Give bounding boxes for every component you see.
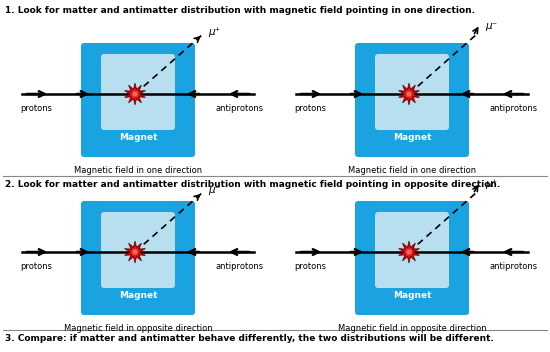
Polygon shape [130, 88, 140, 100]
Text: antiprotons: antiprotons [490, 104, 538, 113]
Text: Magnetic field in opposite direction: Magnetic field in opposite direction [64, 324, 212, 333]
Text: μ⁻: μ⁻ [208, 185, 220, 195]
Text: Magnetic field in opposite direction: Magnetic field in opposite direction [338, 324, 486, 333]
FancyBboxPatch shape [355, 43, 469, 157]
Polygon shape [130, 246, 140, 258]
Text: Magnet: Magnet [393, 133, 431, 143]
Text: Magnet: Magnet [393, 291, 431, 301]
FancyBboxPatch shape [101, 212, 175, 288]
Text: μ⁺: μ⁺ [208, 27, 220, 37]
Text: μ⁻: μ⁻ [485, 21, 497, 31]
Text: protons: protons [20, 262, 52, 271]
Text: antiprotons: antiprotons [490, 262, 538, 271]
FancyBboxPatch shape [355, 201, 469, 315]
Text: antiprotons: antiprotons [216, 262, 264, 271]
Text: 1. Look for matter and antimatter distribution with magnetic field pointing in o: 1. Look for matter and antimatter distri… [5, 6, 475, 15]
Polygon shape [404, 88, 414, 100]
Text: Magnetic field in one direction: Magnetic field in one direction [348, 166, 476, 175]
Polygon shape [404, 246, 414, 258]
Text: 2. Look for matter and antimatter distribution with magnetic field pointing in o: 2. Look for matter and antimatter distri… [5, 180, 500, 189]
FancyBboxPatch shape [81, 43, 195, 157]
FancyBboxPatch shape [375, 212, 449, 288]
Text: μ⁺: μ⁺ [485, 179, 497, 189]
Text: protons: protons [20, 104, 52, 113]
Polygon shape [124, 83, 145, 105]
Text: Magnetic field in one direction: Magnetic field in one direction [74, 166, 202, 175]
FancyBboxPatch shape [101, 54, 175, 130]
Text: Magnet: Magnet [119, 133, 157, 143]
Text: 3. Compare: if matter and antimatter behave differently, the two distributions w: 3. Compare: if matter and antimatter beh… [5, 334, 494, 343]
FancyBboxPatch shape [81, 201, 195, 315]
Polygon shape [399, 241, 420, 263]
FancyBboxPatch shape [375, 54, 449, 130]
Polygon shape [399, 83, 420, 105]
Polygon shape [124, 241, 145, 263]
Text: protons: protons [294, 262, 326, 271]
Text: protons: protons [294, 104, 326, 113]
Text: Magnet: Magnet [119, 291, 157, 301]
Text: antiprotons: antiprotons [216, 104, 264, 113]
